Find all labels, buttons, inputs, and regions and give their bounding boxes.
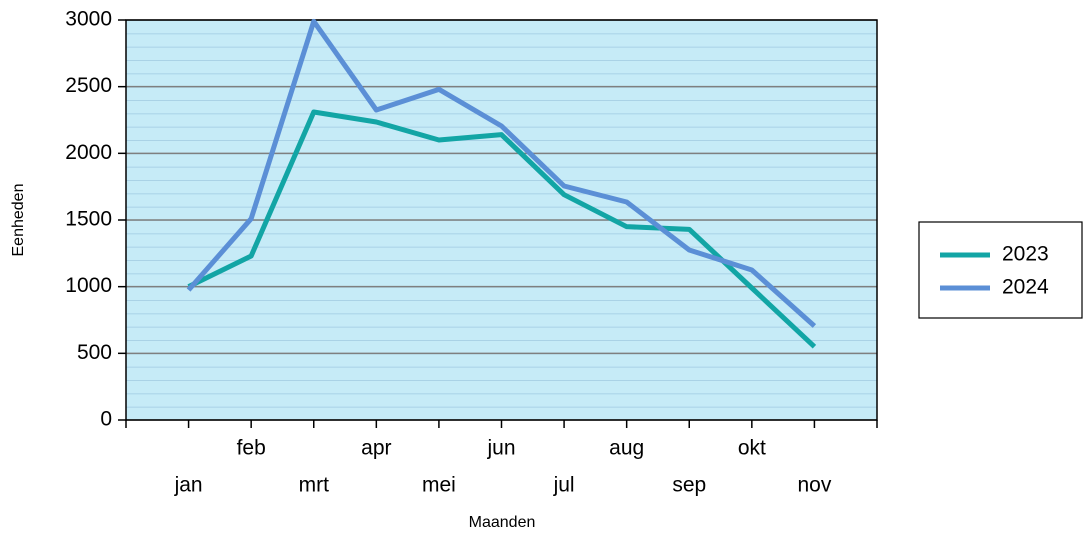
x-tick-label: aug [609,437,644,460]
x-tick-label: sep [672,474,706,497]
x-tick-label: mei [422,474,456,497]
data-line [186,18,817,328]
legend-label: 2023 [1002,243,1049,266]
x-tick-label: jan [174,474,203,497]
y-tick-label: 2000 [65,141,112,164]
y-tick-label: 500 [77,341,112,364]
y-tick-label: 3000 [65,8,112,31]
x-tick-label: jul [553,474,575,497]
y-tick-label: 1500 [65,208,112,231]
y-tick-label: 2500 [65,74,112,97]
x-tick-label: mrt [299,474,329,497]
legend-label: 2024 [1002,276,1049,299]
x-tick-label: apr [361,437,391,460]
x-tick-label: nov [797,474,831,497]
x-tick-label: jun [486,437,515,460]
y-tick-label: 1000 [65,274,112,297]
y-axis-label: Eenheden [10,184,27,257]
x-tick-label: feb [237,437,266,460]
x-axis-label: Maanden [469,514,536,531]
legend [918,221,1083,319]
data-line [187,109,817,349]
y-tick-label: 0 [100,408,112,431]
x-tick-label: okt [738,437,766,460]
